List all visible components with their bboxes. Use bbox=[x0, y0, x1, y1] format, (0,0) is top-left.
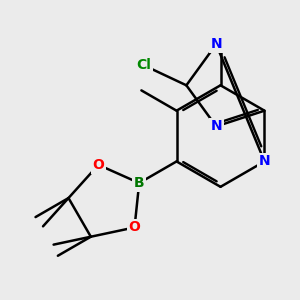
Text: N: N bbox=[210, 37, 222, 51]
Text: B: B bbox=[134, 176, 145, 190]
Text: N: N bbox=[210, 119, 222, 134]
Text: N: N bbox=[259, 154, 270, 168]
Text: O: O bbox=[92, 158, 104, 172]
Text: O: O bbox=[129, 220, 140, 234]
Text: Cl: Cl bbox=[137, 58, 152, 72]
